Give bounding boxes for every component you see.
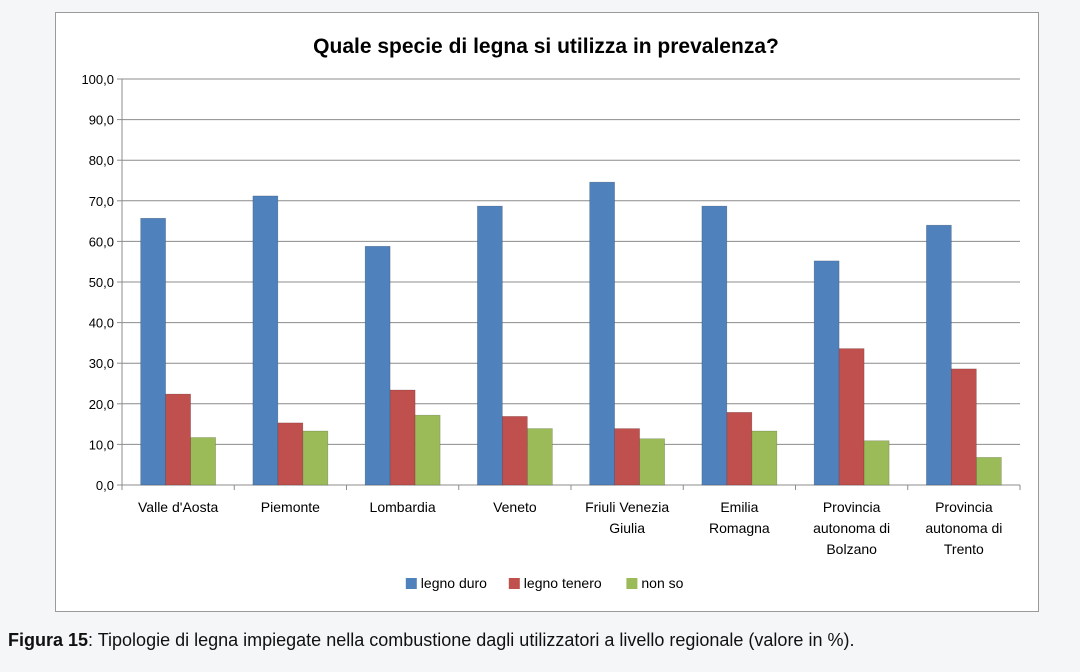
bar-legno-duro: [364, 245, 391, 486]
bar-legno-tenero: [614, 428, 640, 486]
category-label-line: Emilia: [720, 499, 758, 515]
category-label: Valle d'Aosta: [138, 499, 218, 515]
bar-non-so: [302, 430, 329, 486]
bar-legno-tenero: [838, 348, 865, 486]
bar-legno-tenero: [389, 389, 416, 486]
category-label: Provincia autonoma di Bolzano: [813, 499, 890, 557]
legend-label: legno tenero: [524, 575, 602, 591]
bar-legno-tenero: [165, 393, 191, 486]
bar-non-so: [414, 414, 441, 486]
category-label-line: Trento: [944, 541, 984, 557]
bar-legno-duro: [813, 260, 840, 486]
figure-caption: Figura 15: Tipologie di legna impiegate …: [8, 630, 1072, 651]
bar-chart: Quale specie di legna si utilizza in pre…: [81, 35, 1021, 591]
category-label-line: Romagna: [709, 520, 770, 536]
bar-legno-tenero: [951, 368, 977, 486]
y-tick-label: 50,0: [89, 275, 114, 290]
chart-title: Quale specie di legna si utilizza in pre…: [313, 35, 779, 58]
y-tick-label: 20,0: [89, 397, 114, 412]
legend-swatch: [626, 578, 638, 589]
chart-frame: Quale specie di legna si utilizza in pre…: [55, 12, 1039, 612]
y-tick-label: 70,0: [89, 194, 114, 209]
category-labels: Valle d'Aosta Piemonte Lombardia Veneto Friu…: [138, 499, 1002, 557]
category-label: Veneto: [493, 499, 537, 515]
y-tick-label: 90,0: [89, 113, 114, 128]
legend-swatch: [405, 578, 417, 589]
legend: legno duro legno tenero non so: [405, 575, 684, 591]
legend-swatch: [508, 578, 520, 589]
category-label-line: Giulia: [609, 520, 645, 536]
bar-legno-duro: [477, 205, 503, 486]
bar-legno-tenero: [726, 412, 753, 486]
bar-legno-duro: [140, 217, 166, 486]
bar-legno-tenero: [502, 416, 528, 486]
y-tick-label: 100,0: [81, 72, 114, 87]
category-label-line: Valle d'Aosta: [138, 499, 218, 515]
category-label-line: Piemonte: [261, 499, 320, 515]
category-label: Friuli Venezia Giulia: [585, 499, 669, 536]
bar-legno-duro: [252, 195, 279, 486]
category-label-line: Provincia: [823, 499, 881, 515]
category-label-line: Lombardia: [370, 499, 436, 515]
category-label-line: autonoma di: [925, 520, 1002, 536]
y-tick-label: 10,0: [89, 437, 114, 452]
category-label: Piemonte: [261, 499, 320, 515]
bar-legno-tenero: [277, 422, 304, 486]
figure-label: Figura 15: [8, 630, 89, 650]
category-label-line: Friuli Venezia: [585, 499, 669, 515]
y-tick-label: 40,0: [89, 316, 114, 331]
y-tick-label: 60,0: [89, 234, 114, 249]
category-label: Lombardia: [370, 499, 436, 515]
bar-legno-duro: [589, 181, 615, 486]
y-tick-label: 30,0: [89, 356, 114, 371]
bar-non-so: [863, 440, 890, 486]
bar-non-so: [751, 430, 778, 486]
y-tick-label: 0,0: [96, 478, 114, 493]
category-label-line: Bolzano: [826, 541, 877, 557]
bar-legno-duro: [926, 224, 952, 486]
category-label: Emilia Romagna: [709, 499, 770, 536]
bar-non-so: [639, 438, 665, 486]
bar-non-so: [527, 428, 553, 486]
bar-non-so: [976, 457, 1002, 486]
bar-legno-duro: [701, 205, 728, 486]
y-tick-label: 80,0: [89, 153, 114, 168]
category-label-line: autonoma di: [813, 520, 890, 536]
legend-label: non so: [641, 575, 683, 591]
legend-label: legno duro: [421, 575, 487, 591]
category-label-line: Provincia: [935, 499, 993, 515]
caption-text: : Tipologie di legna impiegate nella com…: [88, 630, 855, 650]
category-label: Provincia autonoma di Trento: [925, 499, 1002, 557]
category-label-line: Veneto: [493, 499, 537, 515]
bar-non-so: [190, 437, 216, 486]
bars: [140, 181, 1002, 486]
